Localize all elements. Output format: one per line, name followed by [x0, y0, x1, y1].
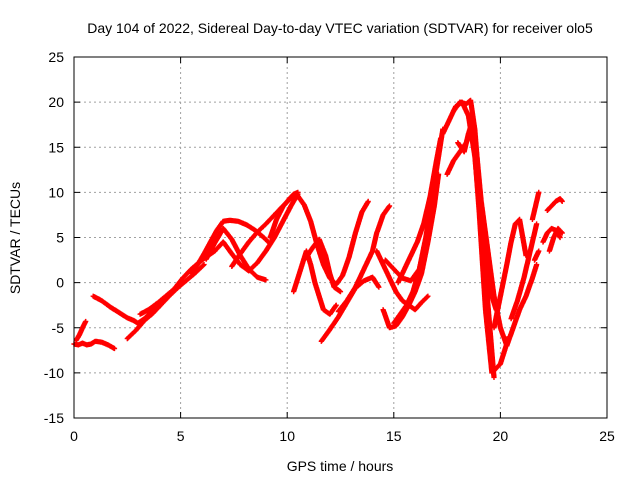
x-tick-label: 20 [493, 428, 509, 444]
y-tick-label: 0 [56, 275, 64, 291]
series-s8 [212, 191, 301, 274]
series-markers [544, 196, 565, 213]
series-s13 [303, 236, 344, 295]
y-axis-label: SDTVAR / TECUs [7, 182, 23, 294]
x-axis-label: GPS time / hours [287, 458, 394, 474]
series-markers [73, 318, 89, 343]
series-markers [529, 189, 542, 222]
series-s29 [531, 248, 542, 263]
series-markers [124, 261, 207, 342]
series-markers [267, 189, 301, 241]
series-markers [303, 236, 344, 295]
series-s32 [544, 196, 565, 213]
series-markers [212, 191, 301, 274]
data-layer [71, 97, 565, 380]
y-tick-label: 25 [48, 49, 64, 65]
series-markers [395, 135, 444, 286]
series-markers [508, 221, 540, 322]
x-tick-label: 25 [599, 428, 615, 444]
y-tick-label: 20 [48, 94, 64, 110]
x-tick-label: 0 [70, 428, 78, 444]
series-s25 [491, 216, 529, 331]
series-s9 [229, 191, 301, 269]
series-markers [229, 191, 301, 269]
series-s6 [188, 217, 273, 277]
series-markers [188, 217, 273, 277]
chart-title: Day 104 of 2022, Sidereal Day-to-day VTE… [87, 20, 593, 36]
series-markers [291, 248, 339, 317]
x-tick-label: 5 [177, 428, 185, 444]
series-s31 [546, 225, 565, 254]
series-markers [531, 248, 542, 263]
tick-layer: 0 5 10 15 20 25 -15 -10 -5 0 5 10 15 20 25 [44, 49, 615, 444]
series-markers [491, 216, 529, 331]
y-tick-label: -5 [52, 320, 65, 336]
series-s11 [267, 189, 301, 241]
x-tick-label: 10 [279, 428, 295, 444]
series-markers [318, 274, 382, 344]
y-tick-label: -10 [44, 365, 64, 381]
series-s4 [124, 261, 207, 342]
series-s14 [318, 274, 382, 344]
series-s27 [508, 221, 540, 322]
x-tick-label: 15 [386, 428, 402, 444]
y-tick-label: 10 [48, 184, 64, 200]
series-markers [335, 203, 393, 315]
series-s12 [291, 248, 339, 317]
y-tick-label: -15 [44, 410, 64, 426]
y-tick-label: 15 [48, 139, 64, 155]
series-s26 [504, 261, 540, 349]
y-tick-label: 5 [56, 230, 64, 246]
series-markers [546, 225, 565, 254]
series-s20 [395, 135, 444, 286]
series-s28 [529, 189, 542, 222]
grid-layer [74, 57, 607, 418]
series-s2 [73, 318, 89, 343]
series-markers [504, 261, 540, 349]
series-s15 [335, 203, 393, 315]
